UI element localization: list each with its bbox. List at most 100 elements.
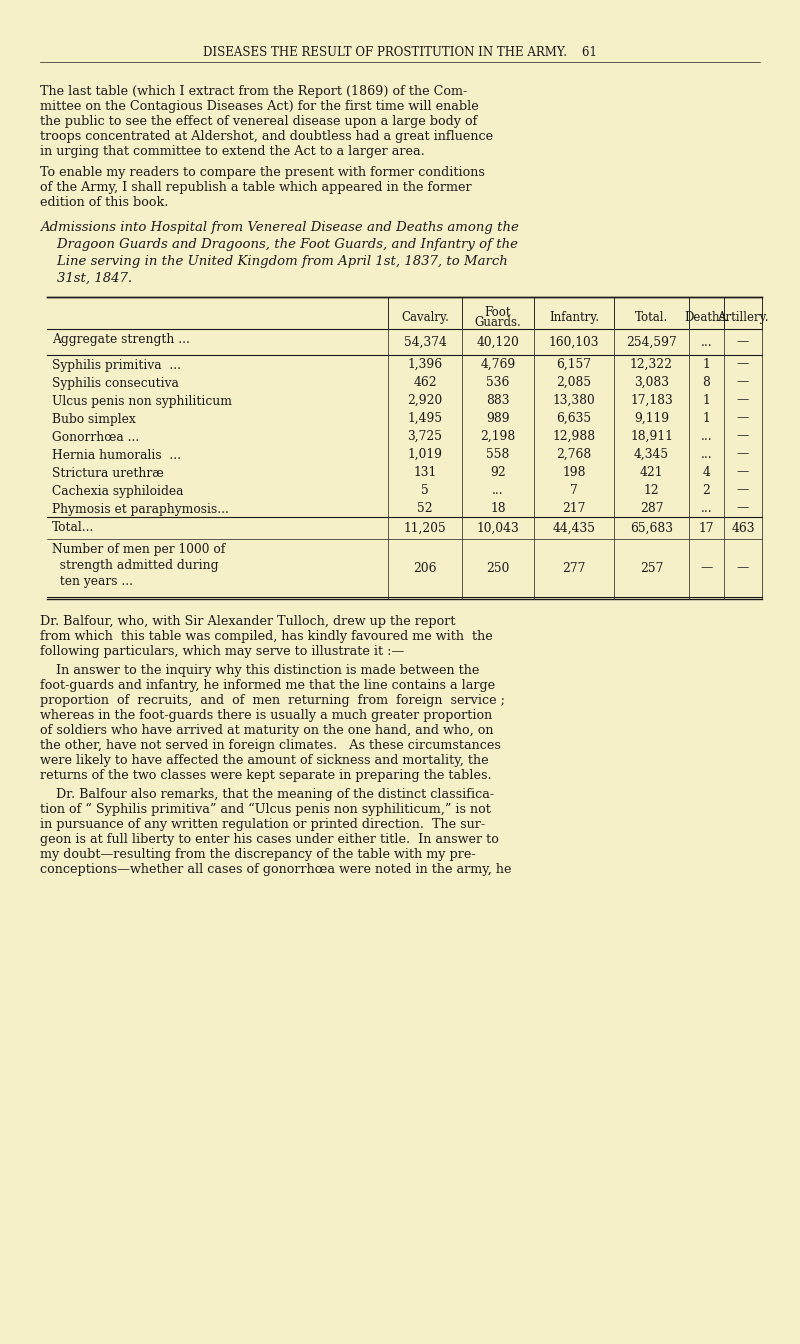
- Text: —: —: [737, 358, 749, 371]
- Text: ...: ...: [701, 336, 712, 348]
- Text: were likely to have affected the amount of sickness and mortality, the: were likely to have affected the amount …: [40, 754, 489, 767]
- Text: 2,085: 2,085: [557, 375, 591, 388]
- Text: following particulars, which may serve to illustrate it :—: following particulars, which may serve t…: [40, 645, 404, 659]
- Text: Ulcus penis non syphiliticum: Ulcus penis non syphiliticum: [52, 395, 232, 409]
- Text: 4,769: 4,769: [480, 358, 516, 371]
- Text: ...: ...: [492, 484, 504, 496]
- Text: 44,435: 44,435: [553, 521, 595, 535]
- Text: mittee on the Contagious Diseases Act) for the first time will enable: mittee on the Contagious Diseases Act) f…: [40, 99, 478, 113]
- Text: 1,019: 1,019: [407, 448, 442, 461]
- Text: 6,157: 6,157: [557, 358, 591, 371]
- Text: 257: 257: [640, 562, 663, 574]
- Text: 7: 7: [570, 484, 578, 496]
- Text: —: —: [737, 375, 749, 388]
- Text: Guards.: Guards.: [474, 316, 522, 329]
- Text: 421: 421: [640, 465, 663, 478]
- Text: Number of men per 1000 of: Number of men per 1000 of: [52, 543, 226, 556]
- Text: In answer to the inquiry why this distinction is made between the: In answer to the inquiry why this distin…: [40, 664, 479, 677]
- Text: The last table (which I extract from the Report (1869) of the Com-: The last table (which I extract from the…: [40, 85, 467, 98]
- Text: 287: 287: [640, 501, 663, 515]
- Text: edition of this book.: edition of this book.: [40, 196, 168, 210]
- Text: 2,768: 2,768: [556, 448, 592, 461]
- Text: the public to see the effect of venereal disease upon a large body of: the public to see the effect of venereal…: [40, 116, 478, 128]
- Text: 2: 2: [702, 484, 710, 496]
- Text: 12,988: 12,988: [553, 430, 595, 442]
- Text: 31st, 1847.: 31st, 1847.: [40, 271, 132, 285]
- Text: 463: 463: [731, 521, 754, 535]
- Text: Cavalry.: Cavalry.: [401, 310, 449, 324]
- Text: in pursuance of any written regulation or printed direction.  The sur-: in pursuance of any written regulation o…: [40, 818, 485, 831]
- Text: 18: 18: [490, 501, 506, 515]
- Text: 54,374: 54,374: [403, 336, 446, 348]
- Text: Admissions into Hospital from Venereal Disease and Deaths among the: Admissions into Hospital from Venereal D…: [40, 220, 519, 234]
- Text: strength admitted during: strength admitted during: [52, 559, 218, 573]
- Text: Cachexia syphiloidea: Cachexia syphiloidea: [52, 485, 183, 499]
- Text: 1: 1: [702, 358, 710, 371]
- Text: Dr. Balfour, who, with Sir Alexander Tulloch, drew up the report: Dr. Balfour, who, with Sir Alexander Tul…: [40, 616, 455, 628]
- Text: ...: ...: [701, 501, 712, 515]
- Text: 6,635: 6,635: [557, 411, 591, 425]
- Text: —: —: [737, 501, 749, 515]
- Text: foot-guards and infantry, he informed me that the line contains a large: foot-guards and infantry, he informed me…: [40, 679, 495, 692]
- Text: 462: 462: [413, 375, 437, 388]
- Text: 250: 250: [486, 562, 510, 574]
- Text: 11,205: 11,205: [404, 521, 446, 535]
- Text: troops concentrated at Aldershot, and doubtless had a great influence: troops concentrated at Aldershot, and do…: [40, 130, 493, 142]
- Text: 254,597: 254,597: [626, 336, 677, 348]
- Text: Dragoon Guards and Dragoons, the Foot Guards, and Infantry of the: Dragoon Guards and Dragoons, the Foot Gu…: [40, 238, 518, 251]
- Text: ...: ...: [701, 448, 712, 461]
- Text: 160,103: 160,103: [549, 336, 599, 348]
- Text: Syphilis consecutiva: Syphilis consecutiva: [52, 378, 179, 390]
- Text: 558: 558: [486, 448, 510, 461]
- Text: Total...: Total...: [52, 521, 94, 534]
- Text: 65,683: 65,683: [630, 521, 673, 535]
- Text: Infantry.: Infantry.: [549, 310, 599, 324]
- Text: 17: 17: [698, 521, 714, 535]
- Text: my doubt—resulting from the discrepancy of the table with my pre-: my doubt—resulting from the discrepancy …: [40, 848, 476, 862]
- Text: 1,495: 1,495: [407, 411, 442, 425]
- Text: ten years ...: ten years ...: [52, 575, 133, 589]
- Text: whereas in the foot-guards there is usually a much greater proportion: whereas in the foot-guards there is usua…: [40, 710, 492, 722]
- Text: 3,725: 3,725: [407, 430, 442, 442]
- Text: 989: 989: [486, 411, 510, 425]
- Text: tion of “ Syphilis primitiva” and “Ulcus penis non syphiliticum,” is not: tion of “ Syphilis primitiva” and “Ulcus…: [40, 802, 491, 816]
- Text: 277: 277: [562, 562, 586, 574]
- Text: —: —: [700, 562, 713, 574]
- Text: —: —: [737, 465, 749, 478]
- Text: 92: 92: [490, 465, 506, 478]
- Text: Deaths.: Deaths.: [684, 310, 729, 324]
- Text: 4,345: 4,345: [634, 448, 669, 461]
- Text: proportion  of  recruits,  and  of  men  returning  from  foreign  service ;: proportion of recruits, and of men retur…: [40, 694, 505, 707]
- Text: 3,083: 3,083: [634, 375, 669, 388]
- Text: Total.: Total.: [635, 310, 668, 324]
- Text: 1,396: 1,396: [407, 358, 442, 371]
- Text: 10,043: 10,043: [477, 521, 519, 535]
- Text: from which  this table was compiled, has kindly favoured me with  the: from which this table was compiled, has …: [40, 630, 493, 642]
- Text: Hernia humoralis  ...: Hernia humoralis ...: [52, 449, 181, 462]
- Text: DISEASES THE RESULT OF PROSTITUTION IN THE ARMY.    61: DISEASES THE RESULT OF PROSTITUTION IN T…: [203, 46, 597, 59]
- Text: Dr. Balfour also remarks, that the meaning of the distinct classifica-: Dr. Balfour also remarks, that the meani…: [40, 788, 494, 801]
- Text: 52: 52: [417, 501, 433, 515]
- Text: ...: ...: [701, 430, 712, 442]
- Text: 883: 883: [486, 394, 510, 406]
- Text: 131: 131: [414, 465, 437, 478]
- Text: of soldiers who have arrived at maturity on the one hand, and who, on: of soldiers who have arrived at maturity…: [40, 724, 494, 737]
- Text: 13,380: 13,380: [553, 394, 595, 406]
- Text: 198: 198: [562, 465, 586, 478]
- Text: Bubo simplex: Bubo simplex: [52, 413, 136, 426]
- Text: Phymosis et paraphymosis...: Phymosis et paraphymosis...: [52, 503, 229, 516]
- Text: 1: 1: [702, 394, 710, 406]
- Text: returns of the two classes were kept separate in preparing the tables.: returns of the two classes were kept sep…: [40, 769, 492, 782]
- Text: —: —: [737, 448, 749, 461]
- Text: —: —: [737, 411, 749, 425]
- Text: Line serving in the United Kingdom from April 1st, 1837, to March: Line serving in the United Kingdom from …: [40, 255, 508, 267]
- Text: 217: 217: [562, 501, 586, 515]
- Text: 206: 206: [414, 562, 437, 574]
- Text: Foot: Foot: [485, 306, 511, 319]
- Text: Artillery.: Artillery.: [718, 310, 769, 324]
- Text: —: —: [737, 562, 749, 574]
- Text: 2,920: 2,920: [407, 394, 442, 406]
- Text: 17,183: 17,183: [630, 394, 673, 406]
- Text: 18,911: 18,911: [630, 430, 673, 442]
- Text: 12: 12: [644, 484, 659, 496]
